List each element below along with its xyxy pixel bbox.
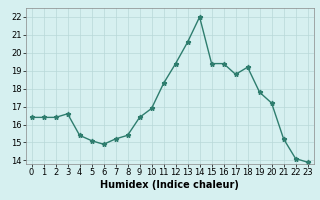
X-axis label: Humidex (Indice chaleur): Humidex (Indice chaleur) (100, 180, 239, 190)
